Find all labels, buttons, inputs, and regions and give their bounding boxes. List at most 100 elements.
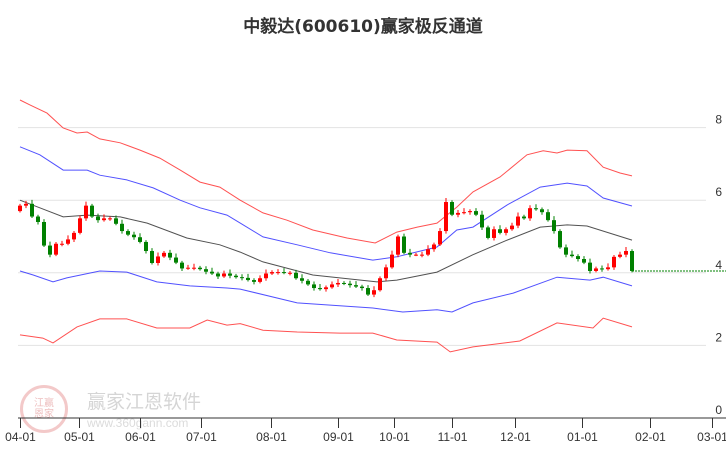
x-tick-label: 11-01 — [438, 430, 468, 444]
candle-body — [570, 254, 574, 257]
candle-body — [540, 209, 544, 213]
candle-body — [474, 211, 478, 215]
candle-body — [294, 272, 298, 279]
candle-body — [36, 216, 40, 222]
y-tick-label: 8 — [715, 113, 722, 127]
candle-body — [480, 214, 484, 228]
candle-body — [78, 218, 82, 233]
candle-body — [360, 286, 364, 289]
candle-body — [330, 284, 334, 288]
candle-body — [546, 212, 550, 221]
candle-body — [630, 251, 634, 271]
x-tick-label: 12-01 — [500, 430, 531, 444]
candle-body — [102, 218, 106, 221]
candle-body — [300, 278, 304, 281]
candle-body — [222, 273, 226, 277]
x-tick-label: 03-01 — [697, 430, 726, 444]
candle-body — [402, 236, 406, 253]
candle-body — [366, 288, 370, 295]
y-tick-label: 4 — [715, 258, 722, 272]
candle-body — [186, 267, 190, 269]
candle-body — [204, 269, 208, 272]
candle-body — [336, 282, 340, 285]
candle-body — [396, 236, 400, 255]
y-tick-label: 0 — [715, 403, 722, 417]
candle-body — [318, 288, 322, 290]
candle-body — [468, 211, 472, 213]
candle-body — [600, 268, 604, 270]
candle-body — [588, 262, 592, 271]
candle-body — [492, 229, 496, 238]
candle-body — [312, 284, 316, 289]
candle-body — [348, 283, 352, 286]
candle-body — [156, 256, 160, 263]
candle-body — [114, 218, 118, 224]
candle-body — [180, 262, 184, 269]
x-tick-label: 07-01 — [186, 430, 217, 444]
candle-body — [510, 225, 514, 230]
candle-body — [534, 208, 538, 210]
candle-body — [462, 212, 466, 214]
candle-body — [246, 277, 250, 281]
band-inner-lower — [19, 270, 633, 313]
candle-body — [72, 232, 76, 240]
watermark-seal-icon: 江赢恩家 — [20, 385, 68, 433]
band-inner-upper — [19, 146, 633, 261]
candle-body — [276, 272, 280, 274]
candle-body — [60, 243, 64, 245]
candle-body — [126, 231, 130, 235]
candle-body — [288, 272, 292, 274]
candle-body — [42, 221, 46, 246]
candle-body — [24, 203, 28, 206]
candle-body — [168, 252, 172, 258]
candle-body — [240, 277, 244, 279]
candle-body — [228, 273, 232, 276]
candle-body — [198, 267, 202, 270]
x-tick-label: 02-01 — [635, 430, 666, 444]
candle-body — [618, 254, 622, 257]
candle-body — [138, 237, 142, 242]
candle-body — [252, 280, 256, 282]
candle-body — [174, 257, 178, 263]
candle-body — [66, 239, 70, 244]
candle-body — [258, 278, 262, 282]
candle-body — [324, 287, 328, 290]
candle-body — [612, 256, 616, 268]
candle-body — [606, 267, 610, 270]
candle-body — [96, 216, 100, 221]
candle-body — [558, 231, 562, 248]
candle-body — [594, 268, 598, 271]
watermark-seal-text: 江赢恩家 — [34, 398, 54, 420]
y-tick-label: 2 — [715, 330, 722, 344]
candle-body — [426, 249, 430, 255]
candle-body — [552, 220, 556, 232]
candle-body — [408, 252, 412, 255]
candle-body — [264, 273, 268, 279]
candle-body — [54, 243, 58, 255]
candle-body — [108, 218, 112, 220]
candle-body — [378, 278, 382, 291]
y-tick-label: 6 — [715, 185, 722, 199]
candle-body — [504, 229, 508, 233]
candle-body — [414, 254, 418, 256]
candle-body — [354, 285, 358, 287]
candle-body — [150, 251, 154, 263]
candle-body — [120, 223, 124, 232]
candle-body — [306, 280, 310, 285]
candle-body — [528, 208, 532, 219]
candle-body — [90, 205, 94, 217]
candle-body — [438, 231, 442, 245]
candle-body — [624, 251, 628, 255]
band-outer-lower — [19, 317, 633, 353]
candle-body — [132, 234, 136, 238]
x-tick-label: 01-01 — [567, 430, 598, 444]
candle-body — [384, 267, 388, 279]
candle-body — [372, 290, 376, 295]
candle-body — [486, 227, 490, 238]
candle-body — [342, 282, 346, 284]
x-tick-label: 09-01 — [323, 430, 354, 444]
candle-body — [210, 271, 214, 274]
candle-body — [48, 245, 52, 255]
candle-body — [84, 205, 88, 219]
